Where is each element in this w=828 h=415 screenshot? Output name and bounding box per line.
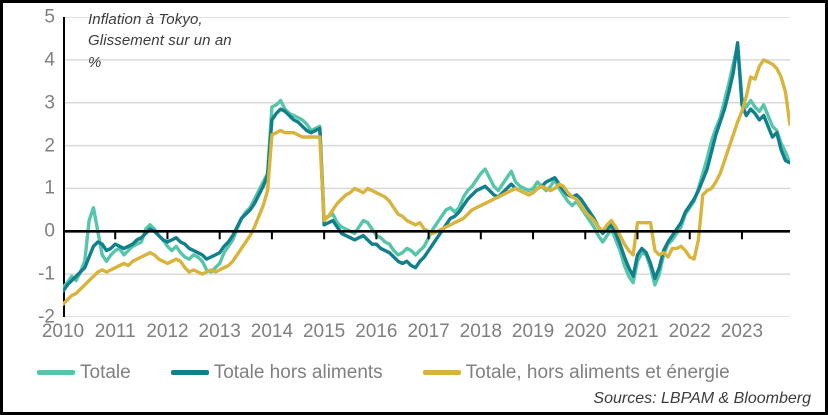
x-tick-label: 2012 (146, 321, 189, 342)
sources-note: Sources: LBPAM & Bloomberg (593, 390, 811, 407)
x-axis: 2010 2011 2012 2013 2014 2015 2016 2017 2018 2019… (42, 321, 790, 349)
y-tick-label: 4 (44, 49, 55, 71)
title-line-1: Inflation à Tokyo, (88, 11, 203, 28)
y-tick-label: 1 (44, 177, 55, 199)
x-tick-label: 2018 (459, 321, 502, 342)
title-line-2: Glissement sur un an (88, 32, 232, 50)
page-title: Inflation à Tokyo, Glissement sur un an … (88, 9, 232, 73)
y-tick-label: -1 (38, 263, 55, 285)
y-tick-label: 5 (44, 6, 55, 28)
y-tick-label: 0 (44, 220, 55, 242)
legend-swatch-hors-aliments-energie (422, 369, 461, 375)
x-tick-label: 2016 (355, 321, 398, 342)
legend-label: Totale (80, 361, 131, 383)
legend-item[interactable]: Totale hors aliments (170, 361, 383, 383)
series-line-0 (63, 43, 790, 289)
y-axis: -2 -1 0 1 2 3 4 5 (3, 8, 55, 327)
legend-swatch-totale (37, 369, 75, 375)
x-tick-label: 2015 (302, 321, 346, 342)
x-tick-label: 2014 (250, 321, 294, 342)
x-tick-label: 2013 (198, 321, 241, 342)
plot-area (63, 17, 790, 317)
x-tick-label: 2023 (720, 321, 764, 342)
y-tick-label: 3 (44, 92, 55, 114)
legend-swatch-hors-aliments (170, 369, 209, 375)
series-line-2 (63, 58, 790, 306)
title-line-3: % (88, 53, 102, 71)
x-tick-label: 2019 (511, 321, 555, 342)
y-tick-label: -2 (38, 306, 55, 328)
x-tick-label: 2017 (407, 321, 450, 342)
legend-item[interactable]: Totale, hors aliments et énergie (422, 361, 730, 383)
chart-svg (63, 17, 790, 317)
x-tick-label: 2022 (668, 321, 711, 342)
chart-legend: Totale Totale hors aliments Totale, hors a… (3, 355, 825, 389)
x-tick-label: 2011 (94, 321, 136, 342)
legend-label: Totale, hors aliments et énergie (465, 361, 730, 383)
y-tick-label: 2 (44, 135, 55, 157)
series-line-1 (63, 41, 790, 293)
x-tick-label: 2021 (616, 321, 659, 342)
legend-item[interactable]: Totale (37, 363, 131, 382)
legend-label: Totale hors aliments (213, 361, 383, 383)
x-tick-label: 2020 (564, 321, 607, 342)
x-tick-label: 2010 (41, 321, 85, 342)
